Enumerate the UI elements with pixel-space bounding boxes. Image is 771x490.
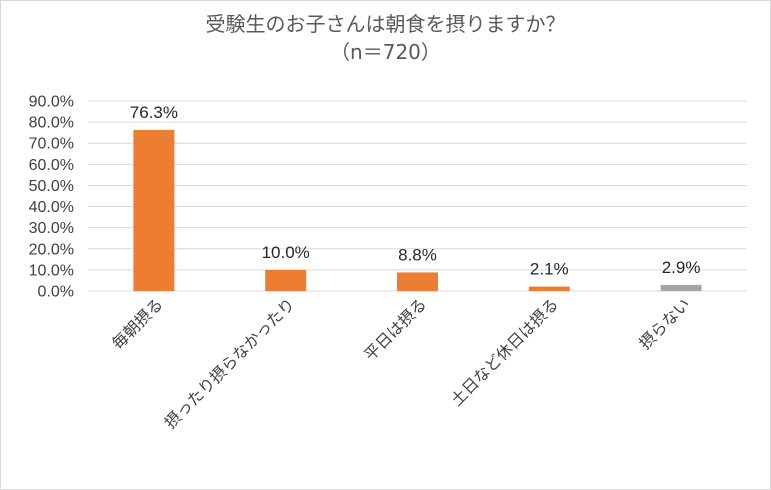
chart-subtitle: （n＝720）	[330, 40, 441, 64]
category-label: 平日は摂る	[360, 294, 430, 364]
y-tick-label: 90.0%	[29, 94, 74, 111]
bar	[660, 284, 702, 291]
y-tick-label: 70.0%	[29, 136, 74, 153]
data-label: 10.0%	[262, 243, 310, 262]
gridlines	[88, 100, 747, 292]
chart-title: 受験生のお子さんは朝食を摂りますか？	[205, 12, 566, 36]
y-tick-label: 40.0%	[29, 199, 74, 216]
bar	[528, 286, 570, 291]
y-tick-label: 0.0%	[38, 284, 74, 301]
data-label: 2.1%	[530, 260, 569, 279]
category-label: 毎朝摂る	[108, 294, 167, 353]
y-tick-label: 50.0%	[29, 178, 74, 195]
bars	[133, 129, 702, 291]
category-label: 土日など休日は摂る	[447, 294, 562, 409]
y-tick-label: 30.0%	[29, 220, 74, 237]
bar	[265, 269, 307, 291]
y-tick-label: 80.0%	[29, 115, 74, 132]
y-axis: 0.0% 10.0% 20.0% 30.0% 40.0% 50.0% 60.0% 70.0% 8…	[29, 94, 74, 301]
data-label: 8.8%	[398, 245, 437, 264]
y-tick-label: 20.0%	[29, 241, 74, 258]
category-label: 摂ったり摂らなかったり	[161, 294, 299, 432]
bar	[133, 129, 175, 291]
data-label: 2.9%	[662, 258, 701, 277]
data-label: 76.3%	[130, 103, 178, 122]
bar	[397, 272, 438, 291]
category-label: 摂らない	[635, 294, 694, 353]
y-tick-label: 10.0%	[29, 262, 74, 279]
data-labels: 76.3% 10.0% 8.8% 2.1% 2.9%	[130, 103, 701, 279]
y-tick-label: 60.0%	[29, 157, 74, 174]
